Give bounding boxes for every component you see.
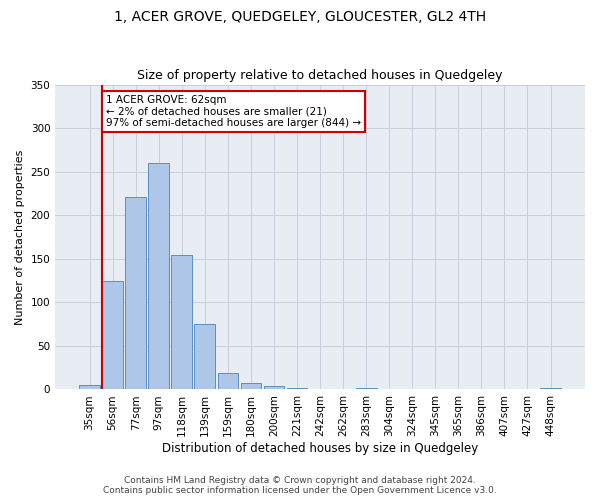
Bar bbox=[172, 256, 192, 390]
X-axis label: Distribution of detached houses by size in Quedgeley: Distribution of detached houses by size … bbox=[162, 442, 478, 455]
Bar bbox=[218, 373, 238, 390]
Bar bbox=[79, 385, 100, 390]
Text: 1 ACER GROVE: 62sqm
← 2% of detached houses are smaller (21)
97% of semi-detache: 1 ACER GROVE: 62sqm ← 2% of detached hou… bbox=[106, 95, 361, 128]
Bar bbox=[540, 388, 561, 390]
Text: Contains HM Land Registry data © Crown copyright and database right 2024.
Contai: Contains HM Land Registry data © Crown c… bbox=[103, 476, 497, 495]
Text: 1, ACER GROVE, QUEDGELEY, GLOUCESTER, GL2 4TH: 1, ACER GROVE, QUEDGELEY, GLOUCESTER, GL… bbox=[114, 10, 486, 24]
Bar bbox=[287, 388, 307, 390]
Bar bbox=[125, 197, 146, 390]
Bar bbox=[102, 282, 123, 390]
Bar bbox=[356, 388, 377, 390]
Y-axis label: Number of detached properties: Number of detached properties bbox=[15, 150, 25, 324]
Bar bbox=[263, 386, 284, 390]
Bar bbox=[241, 384, 262, 390]
Title: Size of property relative to detached houses in Quedgeley: Size of property relative to detached ho… bbox=[137, 69, 503, 82]
Bar bbox=[148, 163, 169, 390]
Bar bbox=[194, 324, 215, 390]
